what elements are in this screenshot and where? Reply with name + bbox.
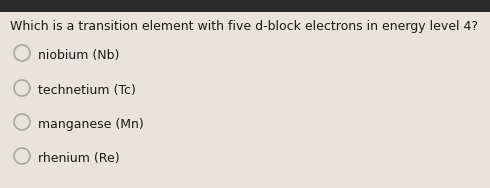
Text: niobium (Nb): niobium (Nb) <box>38 49 120 62</box>
Text: technetium (Tc): technetium (Tc) <box>38 84 136 97</box>
Text: rhenium (Re): rhenium (Re) <box>38 152 120 165</box>
Text: manganese (Mn): manganese (Mn) <box>38 118 144 131</box>
Bar <box>0 0 490 12</box>
Text: Which is a transition element with five d-block electrons in energy level 4?: Which is a transition element with five … <box>10 20 478 33</box>
